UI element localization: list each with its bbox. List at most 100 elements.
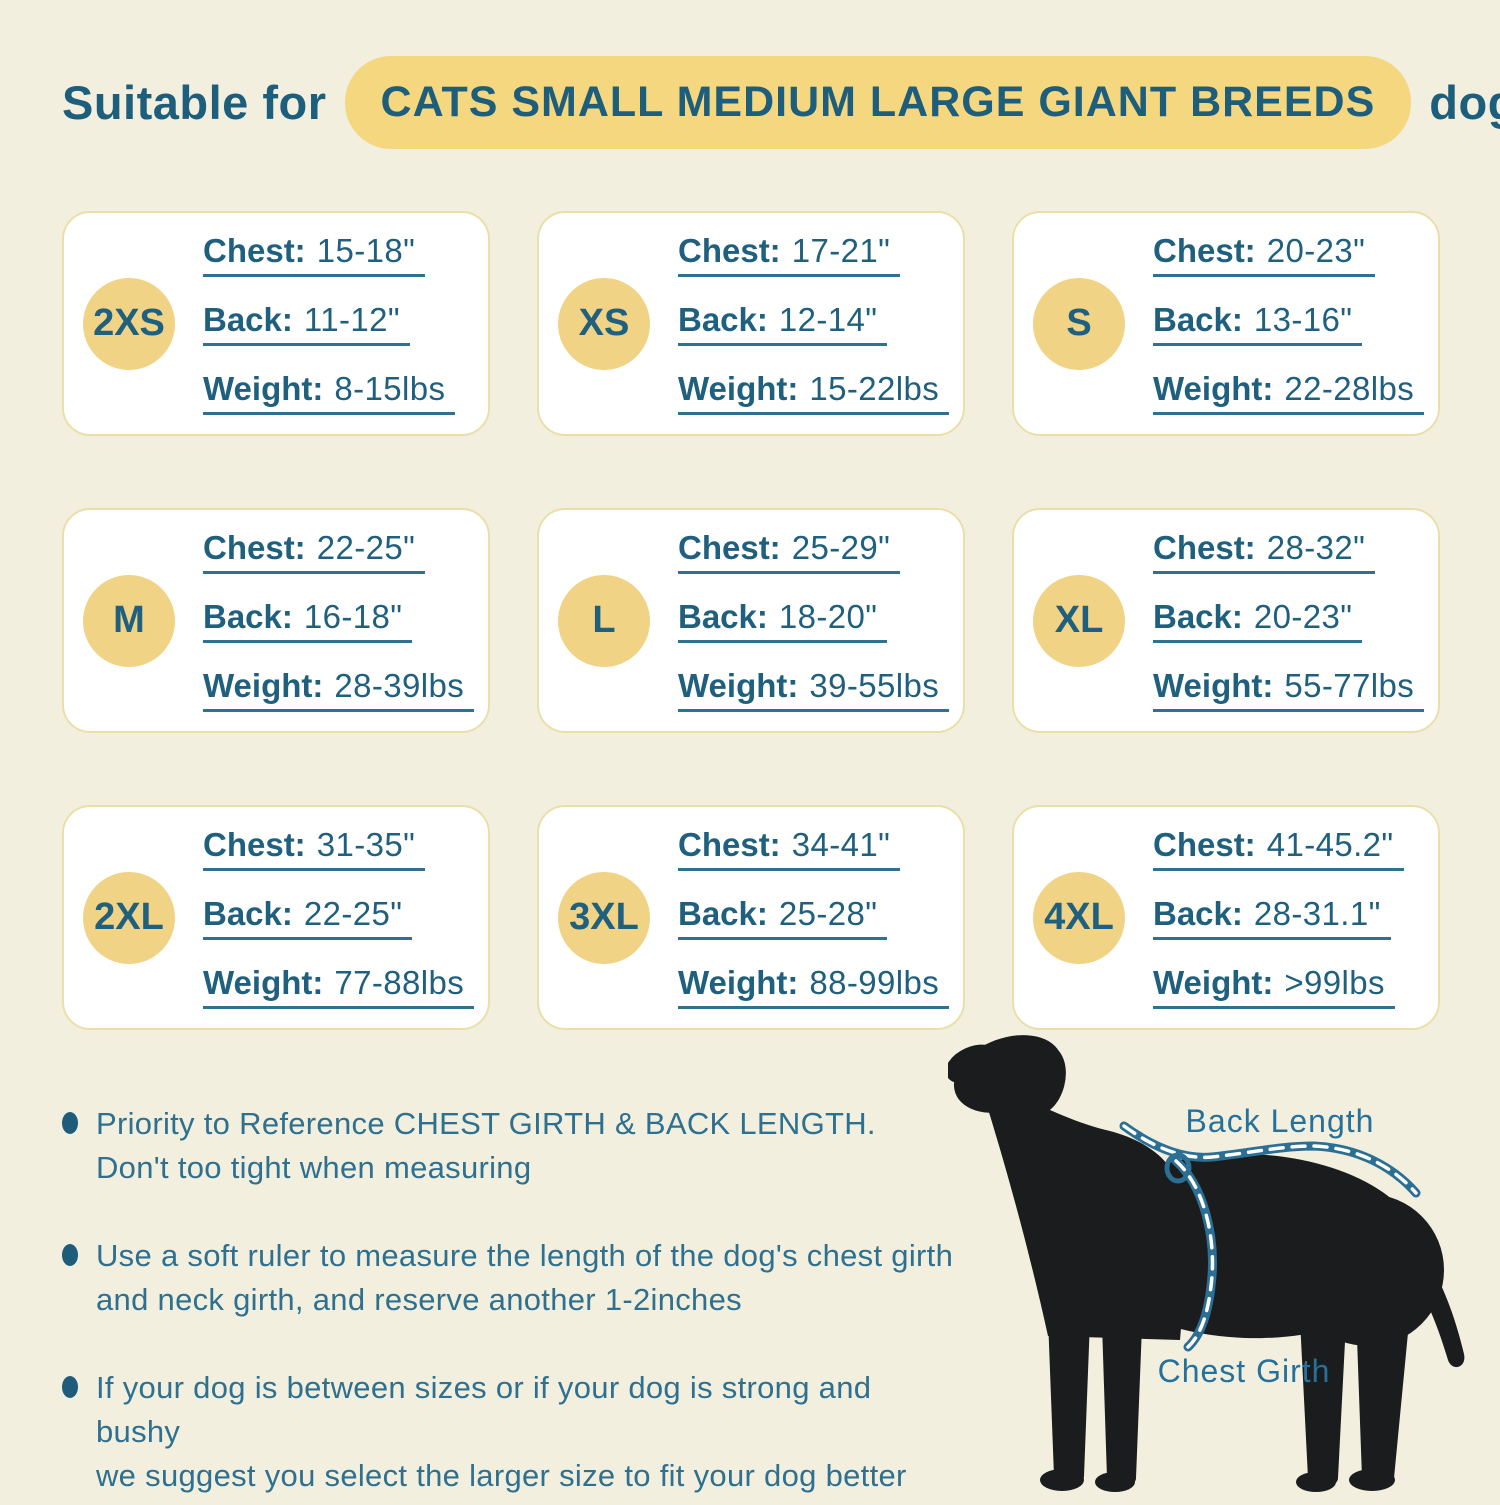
- back-spec: Back: 28-31.1": [1153, 895, 1391, 940]
- size-specs: Chest: 17-21" Back: 12-14" Weight: 15-22lbs: [678, 220, 950, 427]
- chest-value: 28-32": [1266, 529, 1366, 566]
- size-badge: 2XS: [83, 277, 175, 370]
- size-chart-grid: 2XS Chest: 15-18" Back: 11-12" Weight: 8-15…: [62, 211, 1440, 1030]
- chest-value: 31-35": [316, 826, 416, 863]
- back-label: Back:: [678, 895, 768, 932]
- chest-label: Chest:: [1153, 232, 1256, 269]
- weight-value: 8-15lbs: [334, 370, 446, 407]
- chest-label: Chest:: [1153, 826, 1256, 863]
- size-specs: Chest: 25-29" Back: 18-20" Weight: 39-55lbs: [678, 517, 950, 724]
- size-badge: 3XL: [558, 871, 650, 964]
- chest-label: Chest:: [203, 826, 306, 863]
- size-card-4xl: 4XL Chest: 41-45.2" Back: 28-31.1" Weight:…: [1012, 805, 1440, 1030]
- back-spec: Back: 25-28": [678, 895, 888, 940]
- chest-value: 25-29": [791, 529, 891, 566]
- title-suffix: dogs: [1429, 76, 1500, 129]
- back-spec: Back: 20-23": [1153, 598, 1363, 643]
- weight-spec: Weight: 28-39lbs: [203, 667, 475, 712]
- size-specs: Chest: 31-35" Back: 22-25" Weight: 77-88lbs: [203, 814, 475, 1021]
- weight-value: 55-77lbs: [1284, 667, 1415, 704]
- chest-value: 41-45.2": [1266, 826, 1394, 863]
- size-specs: Chest: 22-25" Back: 16-18" Weight: 28-39lbs: [203, 517, 475, 724]
- size-badge: S: [1033, 277, 1125, 370]
- weight-value: 77-88lbs: [334, 964, 465, 1001]
- chest-label: Chest:: [678, 826, 781, 863]
- size-badge: 2XL: [83, 871, 175, 964]
- weight-label: Weight:: [203, 667, 324, 704]
- chest-label: Chest:: [678, 529, 781, 566]
- back-value: 16-18": [303, 598, 403, 635]
- weight-label: Weight:: [1153, 667, 1274, 704]
- note-text: Use a soft ruler to measure the length o…: [96, 1238, 954, 1318]
- back-value: 22-25": [303, 895, 403, 932]
- bullet-dot-icon: [62, 1244, 78, 1267]
- size-card-l: L Chest: 25-29" Back: 18-20" Weight: 39-55l…: [537, 508, 965, 733]
- dog-measurement-diagram: Back Length Chest Girth: [945, 1028, 1500, 1500]
- chest-label: Chest:: [678, 232, 781, 269]
- weight-value: >99lbs: [1284, 964, 1385, 1001]
- back-spec: Back: 12-14": [678, 301, 888, 346]
- chest-value: 34-41": [791, 826, 891, 863]
- chest-label: Chest:: [203, 529, 306, 566]
- size-card-3xl: 3XL Chest: 34-41" Back: 25-28" Weight: 88-9…: [537, 805, 965, 1030]
- chest-value: 20-23": [1266, 232, 1366, 269]
- back-value: 20-23": [1253, 598, 1353, 635]
- back-label: Back:: [1153, 598, 1243, 635]
- bullet-dot-icon: [62, 1376, 78, 1399]
- size-card-2xs: 2XS Chest: 15-18" Back: 11-12" Weight: 8-15…: [62, 211, 490, 436]
- note-item: Priority to Reference CHEST GIRTH & BACK…: [62, 1102, 962, 1190]
- chest-value: 22-25": [316, 529, 416, 566]
- weight-spec: Weight: 39-55lbs: [678, 667, 950, 712]
- size-badge: 4XL: [1033, 871, 1125, 964]
- back-value: 18-20": [778, 598, 878, 635]
- size-specs: Chest: 41-45.2" Back: 28-31.1" Weight: >99l…: [1153, 814, 1404, 1021]
- size-card-s: S Chest: 20-23" Back: 13-16" Weight: 22-28l…: [1012, 211, 1440, 436]
- size-card-m: M Chest: 22-25" Back: 16-18" Weight: 28-39l…: [62, 508, 490, 733]
- chest-spec: Chest: 20-23": [1153, 232, 1376, 277]
- back-spec: Back: 16-18": [203, 598, 413, 643]
- weight-spec: Weight: 77-88lbs: [203, 964, 475, 1009]
- back-label: Back:: [203, 895, 293, 932]
- back-label: Back:: [1153, 895, 1243, 932]
- chest-spec: Chest: 28-32": [1153, 529, 1376, 574]
- title-prefix: Suitable for: [62, 76, 327, 129]
- back-spec: Back: 13-16": [1153, 301, 1363, 346]
- weight-label: Weight:: [1153, 370, 1274, 407]
- page-header: Suitable for CATS SMALL MEDIUM LARGE GIA…: [0, 0, 1500, 149]
- size-specs: Chest: 34-41" Back: 25-28" Weight: 88-99lbs: [678, 814, 950, 1021]
- chest-label: Chest:: [1153, 529, 1256, 566]
- size-specs: Chest: 15-18" Back: 11-12" Weight: 8-15lbs: [203, 220, 456, 427]
- back-spec: Back: 22-25": [203, 895, 413, 940]
- chest-girth-label: Chest Girth: [1158, 1353, 1331, 1389]
- size-card-xs: XS Chest: 17-21" Back: 12-14" Weight: 15-22…: [537, 211, 965, 436]
- back-value: 12-14": [778, 301, 878, 338]
- chest-spec: Chest: 15-18": [203, 232, 426, 277]
- weight-spec: Weight: 55-77lbs: [1153, 667, 1425, 712]
- note-item: If your dog is between sizes or if your …: [62, 1366, 962, 1498]
- size-card-xl: XL Chest: 28-32" Back: 20-23" Weight: 55-77…: [1012, 508, 1440, 733]
- back-length-label: Back Length: [1186, 1103, 1375, 1139]
- chest-value: 15-18": [316, 232, 416, 269]
- back-label: Back:: [678, 598, 768, 635]
- bullet-dot-icon: [62, 1112, 78, 1134]
- note-text: Priority to Reference CHEST GIRTH & BACK…: [96, 1106, 876, 1186]
- back-value: 11-12": [303, 301, 400, 338]
- chest-label: Chest:: [203, 232, 306, 269]
- chest-spec: Chest: 22-25": [203, 529, 426, 574]
- back-spec: Back: 11-12": [203, 301, 410, 346]
- weight-value: 39-55lbs: [809, 667, 940, 704]
- size-badge: L: [558, 574, 650, 667]
- back-label: Back:: [203, 301, 293, 338]
- back-label: Back:: [678, 301, 768, 338]
- size-badge: M: [83, 574, 175, 667]
- weight-value: 15-22lbs: [809, 370, 940, 407]
- weight-label: Weight:: [678, 964, 799, 1001]
- weight-label: Weight:: [678, 667, 799, 704]
- weight-value: 28-39lbs: [334, 667, 465, 704]
- back-value: 13-16": [1253, 301, 1353, 338]
- back-spec: Back: 18-20": [678, 598, 888, 643]
- weight-spec: Weight: 15-22lbs: [678, 370, 950, 415]
- back-label: Back:: [1153, 301, 1243, 338]
- note-item: Use a soft ruler to measure the length o…: [62, 1234, 962, 1322]
- title-highlight-pill: CATS SMALL MEDIUM LARGE GIANT BREEDS: [344, 56, 1412, 149]
